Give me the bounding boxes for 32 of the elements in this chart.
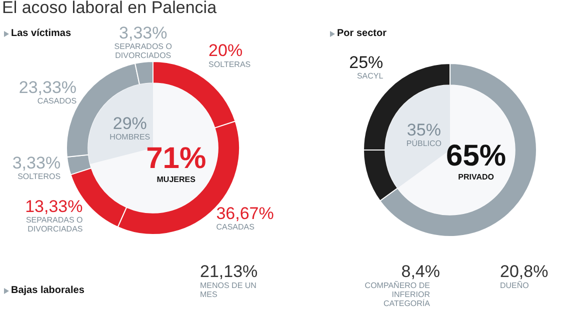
- data-label: 36,67%: [216, 204, 274, 223]
- slice-label: SOLTEROS: [18, 172, 61, 181]
- slice-label: SEPARADAS O DIVORCIADAS: [26, 215, 83, 234]
- data-label: 65%: [446, 140, 506, 173]
- slice-label: SOLTERAS: [208, 60, 251, 69]
- slice-label: CASADOS: [37, 96, 77, 106]
- text: COMPAÑERO DE INFERIOR CATEGORÍA: [364, 281, 430, 308]
- slice-label: PÚBLICO: [406, 138, 442, 148]
- text: 21,13%: [200, 262, 259, 282]
- data-label: 20%: [208, 41, 243, 60]
- data-label: 23,33%: [18, 78, 77, 98]
- data-label: 3,33%: [119, 24, 168, 43]
- data-label: 29%: [112, 114, 147, 133]
- slice-label: HOMBRES: [110, 132, 150, 142]
- text: 8,4%: [400, 262, 440, 281]
- chart-subtitle: Por sector: [337, 28, 386, 39]
- slice-label: CASADAS: [216, 222, 254, 232]
- data-label: 35%: [406, 120, 441, 140]
- chart-title: El acoso laboral en Palencia: [2, 0, 217, 18]
- data-label: 3,33%: [12, 153, 61, 172]
- text: MENOS DE UN MES: [200, 281, 258, 299]
- text: DUEÑO: [500, 281, 530, 290]
- data-label: 25%: [349, 52, 384, 72]
- text: 20,8%: [500, 262, 550, 281]
- slice-label: SEPARADOS O DIVORCIADOS: [114, 42, 172, 60]
- slice-label: MUJERES: [156, 175, 196, 184]
- slice-label: SACYL: [356, 71, 384, 80]
- text: Bajas laborales: [11, 285, 84, 296]
- chart-subtitle: Las víctimas: [11, 28, 72, 39]
- data-label: 13,33%: [25, 196, 83, 216]
- slice-label: PRIVADO: [458, 172, 494, 182]
- data-label: 71%: [146, 142, 206, 176]
